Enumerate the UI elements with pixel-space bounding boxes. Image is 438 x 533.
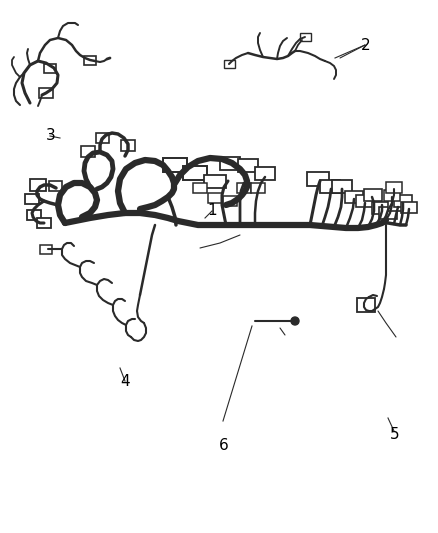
Bar (251, 183, 265, 193)
Bar (356, 195, 374, 207)
Bar (357, 298, 375, 312)
Bar (379, 207, 397, 219)
Bar (223, 60, 234, 68)
Bar (183, 166, 207, 180)
Circle shape (291, 317, 299, 325)
Bar (44, 63, 56, 72)
Bar (307, 172, 329, 186)
Bar (81, 146, 95, 157)
Bar (364, 189, 382, 201)
Bar (163, 158, 187, 172)
Bar (49, 181, 61, 191)
Bar (30, 179, 46, 191)
Text: 3: 3 (46, 128, 55, 143)
Bar (388, 199, 406, 211)
Bar (372, 202, 390, 214)
Bar (255, 166, 275, 180)
Bar (84, 55, 96, 64)
Bar (121, 140, 135, 150)
Bar (238, 158, 258, 172)
Bar (220, 157, 240, 169)
Bar (27, 210, 41, 220)
Bar (208, 193, 222, 203)
Text: 4: 4 (120, 374, 130, 389)
Bar (237, 183, 251, 193)
Bar (37, 218, 51, 228)
Text: 5: 5 (389, 427, 399, 442)
Text: 2: 2 (361, 38, 371, 53)
Bar (204, 174, 226, 188)
Bar (345, 191, 363, 203)
Bar (332, 180, 352, 192)
Bar (40, 245, 52, 254)
Bar (95, 133, 109, 143)
Bar (193, 183, 207, 193)
Bar (320, 180, 340, 192)
Bar (223, 196, 237, 206)
Bar (384, 190, 400, 200)
Text: 6: 6 (219, 438, 228, 453)
Bar (401, 201, 417, 213)
Text: 1: 1 (208, 203, 217, 218)
Bar (39, 88, 53, 98)
Bar (300, 33, 311, 41)
Bar (394, 195, 412, 207)
Bar (25, 194, 39, 204)
Bar (386, 182, 402, 192)
